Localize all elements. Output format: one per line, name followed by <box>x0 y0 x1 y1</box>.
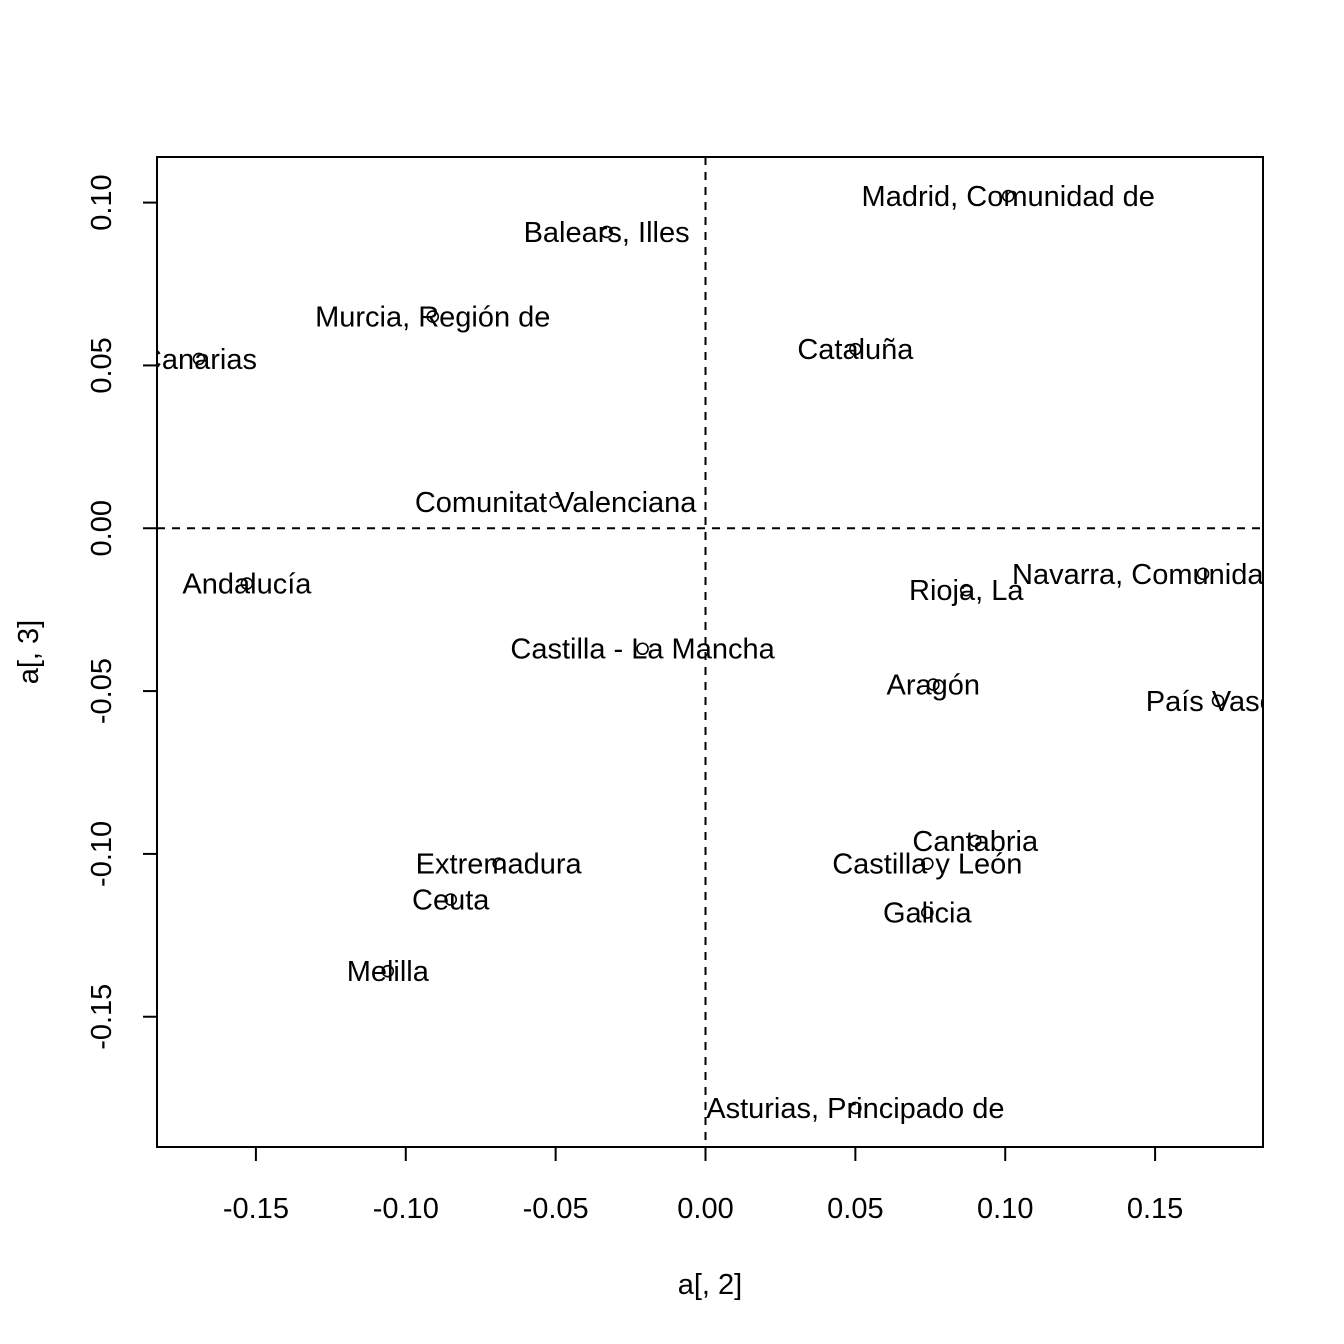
data-point <box>1196 567 1210 581</box>
point-label: Galicia <box>883 898 973 930</box>
point-label: Madrid, Comunidad de <box>862 181 1155 213</box>
y-tick-label: 0.00 <box>86 500 118 556</box>
data-point <box>444 893 458 906</box>
point-label: Ceuta <box>412 885 490 917</box>
data-point <box>926 678 940 691</box>
point-label: Rioja, La <box>909 575 1024 607</box>
x-tick-label: -0.10 <box>373 1193 439 1225</box>
y-tick-label: -0.15 <box>86 984 118 1050</box>
x-tick-label: -0.05 <box>523 1193 589 1225</box>
point-label: Murcia, Región de <box>315 302 550 334</box>
data-point <box>636 642 649 656</box>
point-label: Comunitat Valenciana <box>415 487 697 519</box>
point-label: Navarra, Comunidad Foral de <box>1012 559 1344 591</box>
data-point <box>381 964 395 978</box>
data-point <box>849 1101 862 1115</box>
data-point <box>849 342 862 356</box>
data-point <box>492 857 505 870</box>
data-point <box>1211 694 1225 708</box>
reference-lines <box>157 157 1263 1147</box>
y-axis: -0.15 -0.10 -0.05 0.00 0.05 0.10 <box>86 174 158 1050</box>
x-tick-label: 0.10 <box>977 1193 1033 1225</box>
x-tick-label: -0.15 <box>223 1193 289 1225</box>
y-tick-label: 0.05 <box>86 337 118 393</box>
point-label: País Vasco <box>1146 686 1291 718</box>
y-tick-label: -0.05 <box>86 658 118 724</box>
point-label: Castilla - La Mancha <box>510 634 775 666</box>
point-label: Andalucía <box>182 569 312 601</box>
x-axis-title: a[, 2] <box>678 1269 743 1301</box>
data-point <box>921 906 934 919</box>
data-point <box>1001 189 1015 203</box>
point-label: Cantabria <box>912 826 1039 858</box>
x-tick-label: 0.00 <box>677 1193 733 1225</box>
y-axis-title: a[, 3] <box>13 620 45 685</box>
data-point <box>921 857 934 870</box>
data-point <box>968 834 982 848</box>
x-tick-label: 0.15 <box>1127 1193 1183 1225</box>
data-points: Madrid, Comunidad de Balears, Illes Murcia… <box>141 181 1344 1125</box>
point-label: Canarias <box>141 344 257 376</box>
y-tick-label: -0.10 <box>86 821 118 887</box>
data-point <box>959 583 973 597</box>
data-point <box>192 352 206 366</box>
x-axis: -0.15 -0.10 -0.05 0.00 0.05 0.10 0.15 <box>223 1146 1183 1225</box>
point-label: Balears, Illes <box>524 217 690 249</box>
data-point <box>600 225 613 239</box>
point-label: Aragón <box>887 670 981 702</box>
point-label: Cataluña <box>797 334 914 366</box>
data-point <box>549 495 562 509</box>
point-label: Asturias, Principado de <box>706 1093 1004 1125</box>
data-point <box>426 310 440 323</box>
point-label: Melilla <box>347 956 430 988</box>
y-tick-label: 0.10 <box>86 174 118 230</box>
point-label: Castilla y León <box>832 849 1022 881</box>
data-point <box>240 577 254 590</box>
point-label: Extremadura <box>416 849 583 881</box>
x-tick-label: 0.05 <box>827 1193 883 1225</box>
